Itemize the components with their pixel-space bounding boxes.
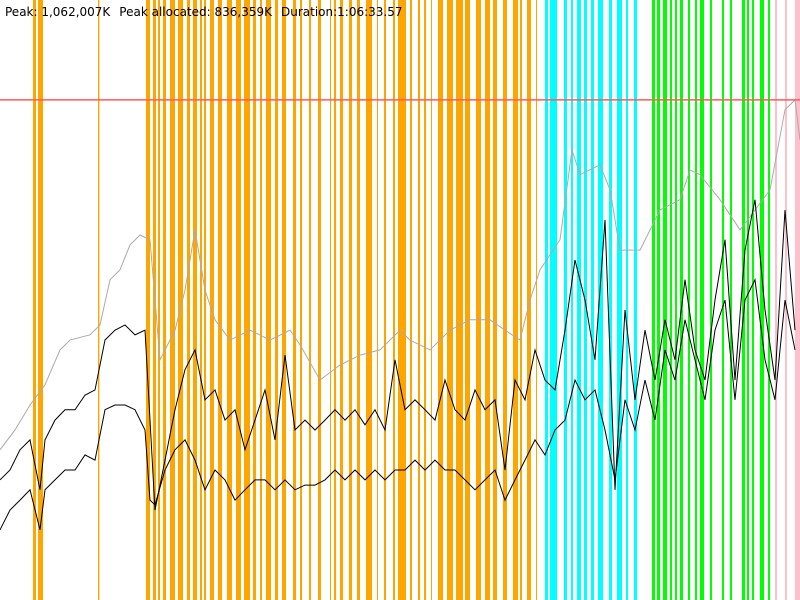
gc-stripe bbox=[334, 0, 336, 600]
gc-stripe bbox=[330, 0, 331, 600]
gc-stripe bbox=[680, 0, 683, 600]
gc-stripe bbox=[564, 0, 567, 600]
gc-stripe bbox=[158, 0, 160, 600]
gc-stripe bbox=[476, 0, 481, 600]
gc-stripe bbox=[244, 0, 250, 600]
gc-stripe bbox=[384, 0, 386, 600]
peak-text: Peak: 1,062,007K bbox=[5, 5, 111, 19]
gc-stripe bbox=[178, 0, 183, 600]
gc-stripe bbox=[210, 0, 214, 600]
gc-stripe bbox=[163, 0, 166, 600]
gc-stripe bbox=[710, 0, 712, 600]
gc-stripe bbox=[670, 0, 672, 600]
gc-stripe bbox=[204, 0, 206, 600]
gc-stripe bbox=[193, 0, 197, 600]
gc-stripe bbox=[722, 0, 724, 600]
gc-stripe bbox=[675, 0, 677, 600]
gc-stripe bbox=[598, 0, 603, 600]
gc-stripe bbox=[752, 0, 754, 600]
gc-stripe bbox=[747, 0, 749, 600]
gc-stripe bbox=[146, 0, 150, 600]
peak-allocated-text: Peak allocated: 836,359K bbox=[119, 5, 272, 19]
gc-stripe bbox=[266, 0, 271, 600]
gc-stripe bbox=[663, 0, 667, 600]
gc-stripe bbox=[340, 0, 343, 600]
gc-stripe bbox=[695, 0, 697, 600]
gc-stripe bbox=[730, 0, 732, 600]
gc-stripe bbox=[591, 0, 594, 600]
gc-stripe bbox=[609, 0, 612, 600]
gc-stripe bbox=[571, 0, 573, 600]
gc-stripe bbox=[577, 0, 581, 600]
gc-stripe bbox=[218, 0, 222, 600]
gc-stripe bbox=[282, 0, 286, 600]
gc-stripe bbox=[393, 0, 395, 600]
gc-stripe bbox=[795, 0, 800, 600]
gc-stripe bbox=[465, 0, 470, 600]
gc-stripe bbox=[431, 0, 432, 600]
gc-stripe bbox=[300, 0, 302, 600]
gc-stripe bbox=[513, 0, 518, 600]
gc-stripe bbox=[700, 0, 704, 600]
gc-stripe bbox=[775, 0, 777, 600]
gc-stripe bbox=[527, 0, 531, 600]
gc-stripe bbox=[366, 0, 372, 600]
gc-stripe bbox=[318, 0, 321, 600]
header: Peak: 1,062,007K Peak allocated: 836,359K… bbox=[5, 5, 412, 19]
gc-stripe bbox=[38, 0, 43, 600]
gc-stripe bbox=[293, 0, 296, 600]
gc-stripe bbox=[617, 0, 622, 600]
gc-stripe bbox=[626, 0, 628, 600]
gc-stripe bbox=[742, 0, 745, 600]
gc-stripe bbox=[377, 0, 378, 600]
gc-stripe bbox=[33, 0, 36, 600]
gc-stripe bbox=[153, 0, 156, 600]
gc-stripe bbox=[456, 0, 463, 600]
gc-stripe bbox=[545, 0, 548, 600]
gc-stripe bbox=[236, 0, 241, 600]
duration-text: Duration:1:06:33.57 bbox=[280, 5, 403, 19]
gc-stripe bbox=[253, 0, 256, 600]
gc-stripe bbox=[550, 0, 557, 600]
gc-stripe bbox=[785, 0, 787, 600]
gc-stripe bbox=[418, 0, 420, 600]
gc-stripe bbox=[493, 0, 497, 600]
gc-stripe bbox=[760, 0, 764, 600]
gc-stripe bbox=[98, 0, 100, 600]
memory-line bbox=[0, 98, 800, 451]
memory-line bbox=[0, 199, 796, 511]
gc-stripe bbox=[200, 0, 202, 600]
gc-stripe bbox=[260, 0, 262, 600]
gc-stripe bbox=[657, 0, 660, 600]
gc-stripe bbox=[357, 0, 360, 600]
gc-stripe bbox=[227, 0, 232, 600]
gc-stripe bbox=[424, 0, 426, 600]
gc-stripe bbox=[485, 0, 490, 600]
gc-stripe bbox=[634, 0, 637, 600]
gc-stripe bbox=[652, 0, 655, 600]
gc-stripe bbox=[349, 0, 352, 600]
gc-stripe bbox=[438, 0, 443, 600]
gc-stripe bbox=[688, 0, 690, 600]
gc-stripe bbox=[410, 0, 412, 600]
gc-stripe bbox=[398, 0, 406, 600]
gc-stripe bbox=[447, 0, 453, 600]
memory-line bbox=[0, 278, 796, 531]
gc-stripe bbox=[275, 0, 278, 600]
gc-stripe bbox=[503, 0, 507, 600]
gc-stripe bbox=[520, 0, 522, 600]
gc-stripe bbox=[309, 0, 311, 600]
gc-stripe bbox=[768, 0, 770, 600]
gc-stripe bbox=[170, 0, 175, 600]
gc-stripe bbox=[187, 0, 190, 600]
gc-stripe bbox=[536, 0, 537, 600]
